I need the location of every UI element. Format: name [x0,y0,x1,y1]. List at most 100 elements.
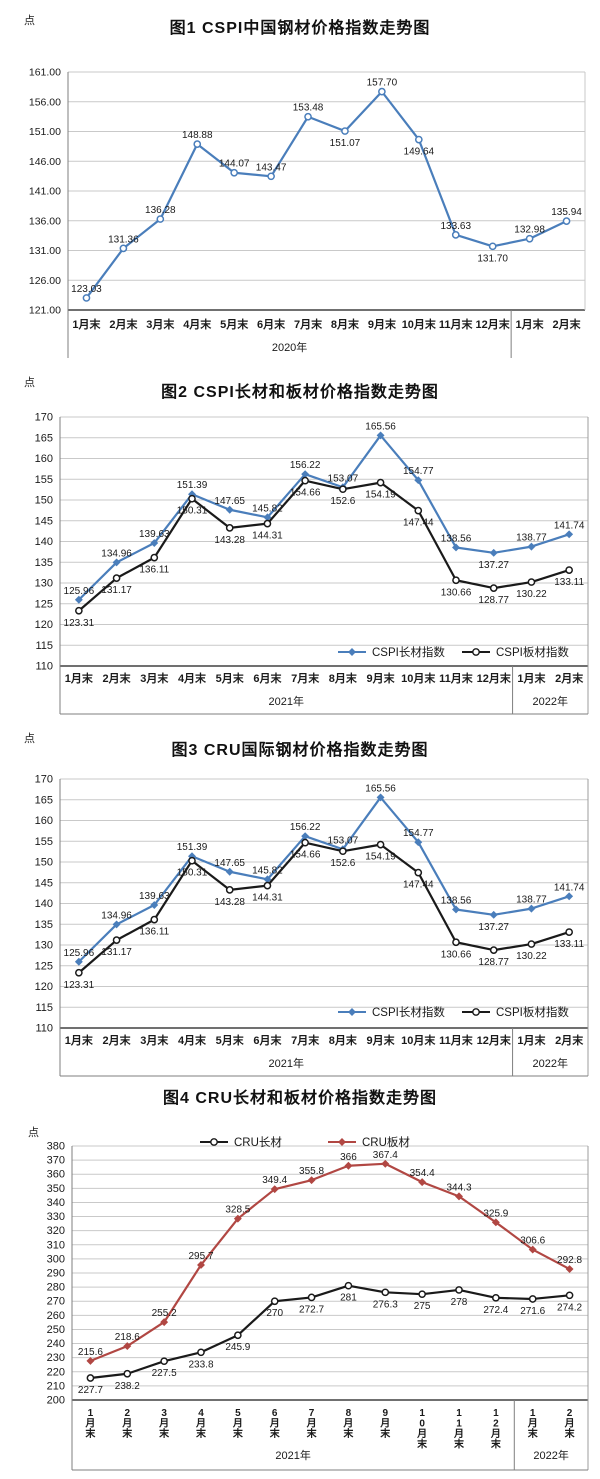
data-point-marker [339,847,347,856]
y-tick-label: 126.00 [29,275,61,287]
data-label: 123.03 [71,284,102,295]
y-tick-label: 200 [47,1395,65,1407]
data-label: 255.2 [152,1308,177,1319]
data-point-marker [562,217,571,225]
y-tick-label: 120 [35,619,53,631]
data-label: 136.11 [139,927,169,938]
figure-4-container: 点 图4 CRU长材和板材价格指数走势图 200 210 220 230 240 250 2… [0,1078,600,1479]
data-label: 157.70 [367,78,398,89]
y-tick-label: 146.00 [29,156,61,168]
data-label: 137.27 [478,922,509,933]
data-label: 131.17 [101,947,132,958]
series-line [78,434,570,601]
data-point-marker [565,530,574,539]
data-point-marker [492,1293,500,1302]
data-label: 138.56 [441,533,472,544]
data-label: 138.56 [441,895,472,906]
y-tick-label: 150 [35,857,53,869]
y-tick-label: 121.00 [29,305,61,317]
figure-3-container: 点 图3 CRU国际钢材价格指数走势图 110 115 120 125 130 135 14… [0,722,600,1078]
data-label: 328.5 [225,1205,250,1216]
data-label: 150.31 [177,506,208,517]
data-label: 147.44 [403,880,434,891]
data-point-marker [230,168,239,177]
y-tick-label: 310 [47,1239,65,1251]
data-point-marker [525,234,534,243]
legend-marker-icon [348,1008,356,1016]
data-label: 141.74 [554,520,585,531]
data-point-marker [565,1265,574,1274]
data-label: 152.6 [330,858,355,869]
data-point-marker [414,868,423,877]
y-tick-label: 135 [35,919,53,931]
data-point-marker [150,553,159,562]
data-label: 123.31 [64,980,95,991]
series-line [78,841,570,974]
chart-title: 图4 CRU长材和板材价格指数走势图 [162,1090,437,1107]
data-point-marker [75,968,83,977]
data-point-marker [234,1331,242,1340]
legend-label: CRU板材 [362,1135,410,1149]
series-line [78,479,570,612]
data-label: 165.56 [365,421,396,432]
y-tick-label: 130 [35,940,53,952]
data-label: 154.19 [365,852,396,863]
y-tick-label: 290 [47,1268,65,1280]
x-tick-label: 7月末 [291,671,320,685]
y-tick-label: 150 [35,495,53,507]
legend-marker-icon [472,1008,480,1016]
data-point-marker [488,242,497,251]
year-label: 2022年 [533,1448,568,1462]
data-label: 133.11 [554,577,584,588]
legend-label: CSPI长材指数 [372,645,445,659]
x-tick-label: 9月末 [368,317,397,331]
data-label: 144.07 [219,159,250,170]
data-point-marker [489,584,498,592]
data-point-marker [414,506,423,515]
chart-title: 图3 CRU国际钢材价格指数走势图 [171,742,429,759]
x-tick-label: 10月末 [402,317,437,331]
data-point-marker [193,140,202,148]
legend-label: CSPI板材指数 [496,1005,569,1019]
data-label: 367.4 [373,1150,398,1161]
y-tick-label: 125 [35,960,53,972]
data-label: 141.74 [554,882,585,893]
x-tick-label: 6月末 [253,671,282,685]
data-label: 123.31 [64,618,95,629]
data-label: 165.56 [365,783,396,794]
legend-item: CSPI长材指数 [338,1005,445,1019]
figure-1-container: 点 图1 CSPI中国钢材价格指数走势图 121.00 126.00 131.00 1… [0,0,600,368]
data-label: 149.64 [404,147,435,158]
x-tick-label: 2月末 [109,317,138,331]
x-tick-label: 6月末 [253,1033,282,1047]
x-tick-label: 11月末 [439,1033,474,1047]
y-tick-label: 110 [35,661,53,673]
data-point-marker [527,542,536,551]
x-tick-label: 10月末 [401,1033,436,1047]
data-label: 143.28 [214,897,245,908]
x-tick-label: 1月末 [65,1033,94,1047]
data-point-marker [263,881,272,890]
y-tick-label: 125 [35,598,53,610]
data-label: 276.3 [373,1299,398,1310]
x-tick-label: 2月末 [555,671,584,685]
x-tick-label: 5月末 [220,317,249,331]
data-point-marker [86,1374,95,1382]
data-point-marker [112,936,121,944]
y-tick-label: 260 [47,1310,65,1322]
y-tick-label: 170 [35,774,53,786]
data-label: 138.77 [516,895,547,906]
data-label: 132.98 [514,225,545,236]
cru-long-plate-index-chart: 200 210 220 230 240 250 260 270 280 290 300 310 320 3… [47,1135,589,1471]
data-point-marker [381,1288,390,1297]
y-tick-label: 161.00 [29,67,61,79]
x-tick-label: 3月末 [140,1033,169,1047]
data-label: 306.6 [520,1236,545,1247]
data-label: 134.96 [101,910,132,921]
y-tick-label: 170 [35,412,53,424]
data-label: 154.66 [290,850,321,861]
data-label: 125.96 [64,948,95,959]
